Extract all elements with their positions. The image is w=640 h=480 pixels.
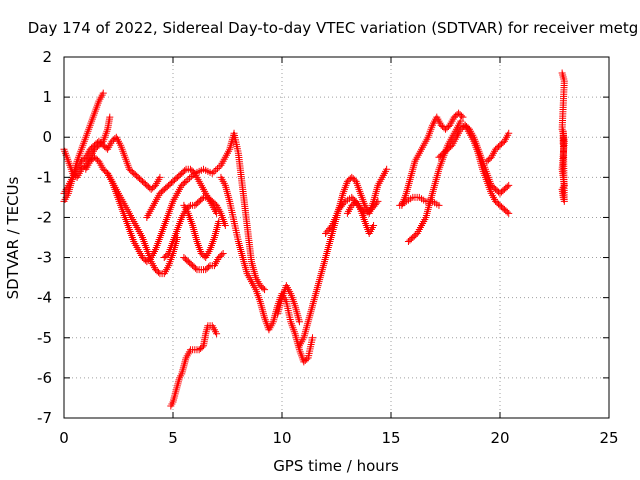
data-point bbox=[212, 166, 220, 174]
data-point bbox=[295, 318, 303, 326]
data-point bbox=[221, 221, 229, 229]
x-tick-label: 5 bbox=[168, 429, 178, 447]
data-point bbox=[198, 343, 206, 351]
data-point bbox=[156, 173, 164, 181]
data-point bbox=[459, 113, 467, 121]
series-track-4 bbox=[82, 129, 269, 294]
data-point bbox=[309, 334, 317, 342]
data-point bbox=[181, 167, 189, 175]
data-point bbox=[340, 199, 348, 207]
data-point bbox=[383, 165, 391, 173]
x-axis-label: GPS time / hours bbox=[273, 457, 399, 475]
x-tick-label: 25 bbox=[599, 429, 618, 447]
series-track-9 bbox=[180, 201, 223, 262]
data-point bbox=[503, 183, 511, 191]
data-point bbox=[215, 217, 223, 225]
series-track-19 bbox=[435, 121, 513, 197]
series-track-8 bbox=[180, 250, 227, 274]
x-tick-label: 10 bbox=[272, 429, 291, 447]
y-tick-label: -6 bbox=[37, 369, 52, 387]
y-axis-ticks: 2 1 0 -1 -2 -3 -4 -5 -6 -7 bbox=[37, 48, 609, 427]
y-tick-label: 2 bbox=[42, 48, 52, 66]
data-point bbox=[505, 181, 513, 189]
y-tick-label: -7 bbox=[37, 409, 52, 427]
series-track-12 bbox=[274, 282, 303, 326]
series-track-18 bbox=[396, 193, 443, 209]
series-track-11 bbox=[217, 173, 317, 366]
y-tick-label: 0 bbox=[42, 128, 52, 146]
data-point bbox=[192, 264, 200, 272]
data-point bbox=[259, 284, 267, 292]
data-marks bbox=[60, 69, 568, 410]
data-point bbox=[215, 163, 223, 171]
series-track-15 bbox=[343, 197, 378, 237]
data-point bbox=[503, 208, 511, 216]
y-tick-label: -4 bbox=[37, 289, 52, 307]
y-tick-label: -2 bbox=[37, 208, 52, 226]
data-point bbox=[219, 250, 227, 258]
data-point bbox=[198, 195, 206, 203]
data-point bbox=[181, 179, 189, 187]
data-point bbox=[373, 199, 381, 207]
data-point bbox=[205, 263, 213, 271]
data-point bbox=[154, 268, 162, 276]
data-point bbox=[303, 355, 311, 363]
data-point bbox=[186, 174, 194, 182]
data-point bbox=[208, 169, 216, 177]
data-point bbox=[210, 168, 218, 176]
x-tick-label: 20 bbox=[490, 429, 509, 447]
data-point bbox=[213, 330, 221, 338]
series-track-6 bbox=[143, 165, 221, 221]
y-tick-label: 1 bbox=[42, 88, 52, 106]
series-track-21 bbox=[483, 129, 513, 165]
data-point bbox=[370, 221, 378, 229]
data-point bbox=[374, 197, 382, 205]
data-point bbox=[213, 165, 221, 173]
x-axis-ticks: 0 5 10 15 20 25 bbox=[59, 57, 619, 447]
data-point bbox=[505, 129, 513, 137]
x-tick-label: 15 bbox=[381, 429, 400, 447]
series-track-10 bbox=[167, 322, 221, 410]
data-point bbox=[559, 139, 567, 147]
plot-frame bbox=[63, 56, 610, 419]
series-track-13 bbox=[295, 165, 391, 350]
series-track-3 bbox=[60, 133, 164, 197]
data-point bbox=[99, 89, 107, 97]
y-tick-label: -5 bbox=[37, 329, 52, 347]
y-tick-label: -3 bbox=[37, 249, 52, 267]
series-track-20 bbox=[461, 121, 513, 217]
data-point bbox=[182, 177, 190, 185]
y-tick-label: -1 bbox=[37, 168, 52, 186]
data-point bbox=[457, 117, 465, 125]
series-track-16 bbox=[398, 109, 467, 209]
data-point bbox=[505, 209, 513, 217]
chart-title: Day 174 of 2022, Sidereal Day-to-day VTE… bbox=[28, 19, 639, 37]
data-point bbox=[261, 286, 269, 294]
data-point bbox=[106, 113, 114, 121]
data-point bbox=[457, 112, 465, 120]
data-point bbox=[184, 176, 192, 184]
series-track-22 bbox=[558, 69, 568, 205]
data-point bbox=[327, 223, 335, 231]
data-point bbox=[187, 173, 195, 181]
x-tick-label: 0 bbox=[59, 429, 69, 447]
data-point bbox=[218, 251, 226, 259]
y-axis-label: SDTVAR / TECUs bbox=[4, 176, 22, 299]
data-point bbox=[435, 201, 443, 209]
